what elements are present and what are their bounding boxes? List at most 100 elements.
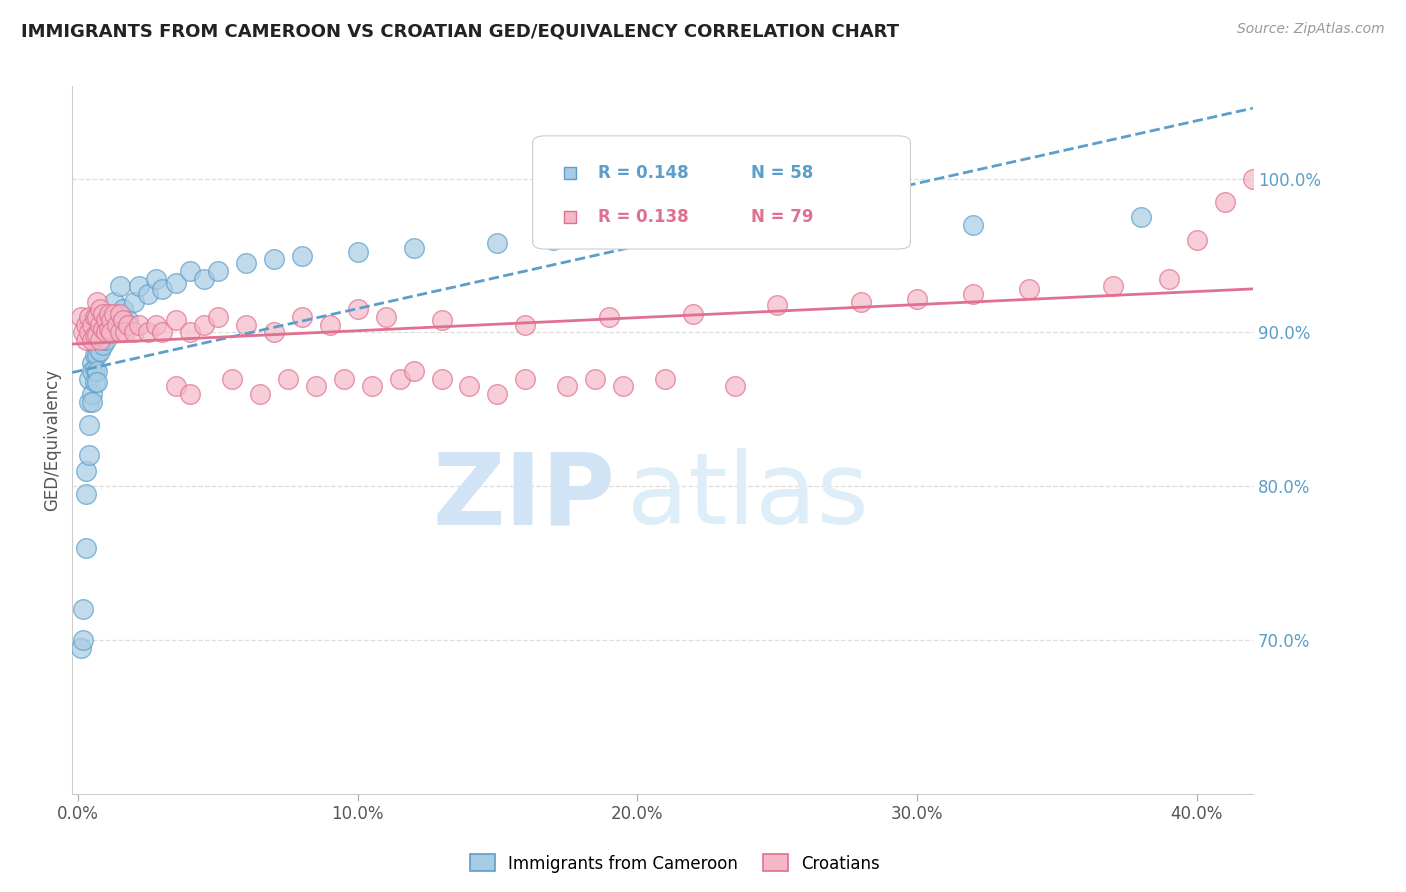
Point: [103, 307, 125, 321]
Point: [291, 248, 314, 262]
Point: [80, 387, 103, 401]
Point: [962, 218, 984, 232]
Point: [80, 333, 103, 347]
Point: [86, 294, 108, 309]
Point: [94, 326, 117, 340]
Point: [94, 313, 117, 327]
Point: [89, 343, 111, 358]
Point: [318, 318, 340, 332]
Point: [207, 264, 229, 278]
Point: [111, 313, 134, 327]
Point: [235, 318, 257, 332]
Point: [179, 387, 201, 401]
Point: [86, 310, 108, 324]
Point: [263, 326, 285, 340]
Point: [94, 318, 117, 332]
Point: [486, 236, 509, 251]
Point: [86, 375, 108, 389]
Point: [150, 326, 173, 340]
Point: [75, 464, 97, 478]
Point: [849, 220, 872, 235]
Text: atlas: atlas: [627, 448, 869, 545]
Point: [249, 387, 271, 401]
Point: [89, 333, 111, 347]
Point: [193, 318, 215, 332]
Point: [117, 313, 139, 327]
Point: [458, 379, 481, 393]
Point: [277, 371, 299, 385]
Point: [557, 379, 579, 393]
Point: [402, 364, 425, 378]
Point: [193, 271, 215, 285]
Point: [430, 371, 453, 385]
Point: [849, 294, 872, 309]
Point: [108, 279, 131, 293]
Point: [77, 449, 100, 463]
Point: [263, 252, 285, 266]
Text: R = 0.138: R = 0.138: [598, 208, 688, 227]
Point: [75, 541, 97, 555]
Point: [1185, 233, 1208, 247]
Point: [136, 326, 159, 340]
Point: [165, 313, 187, 327]
Point: [179, 326, 201, 340]
Point: [97, 313, 120, 327]
Point: [105, 318, 128, 332]
Point: [626, 230, 648, 244]
Point: [83, 328, 105, 343]
Point: [80, 356, 103, 370]
Point: [83, 348, 105, 362]
Point: [1247, 359, 1270, 374]
Point: [86, 364, 108, 378]
Point: [543, 233, 565, 247]
Point: [75, 487, 97, 501]
Point: [583, 371, 606, 385]
Legend: Immigrants from Cameroon, Croatians: Immigrants from Cameroon, Croatians: [463, 847, 887, 880]
Point: [77, 326, 100, 340]
Point: [77, 394, 100, 409]
Point: [128, 279, 150, 293]
Point: [179, 264, 201, 278]
Point: [100, 326, 122, 340]
Point: [80, 394, 103, 409]
Point: [724, 379, 747, 393]
Point: [105, 310, 128, 324]
Point: [145, 271, 167, 285]
Point: [304, 379, 326, 393]
Point: [69, 640, 91, 655]
Point: [682, 307, 704, 321]
Point: [291, 310, 314, 324]
Point: [598, 310, 620, 324]
Point: [486, 387, 509, 401]
Text: N = 58: N = 58: [751, 163, 813, 182]
Point: [207, 310, 229, 324]
Point: [72, 632, 94, 647]
Text: N = 79: N = 79: [751, 208, 814, 227]
Point: [83, 310, 105, 324]
Point: [91, 322, 114, 336]
Point: [360, 379, 382, 393]
Point: [515, 318, 537, 332]
Point: [89, 333, 111, 347]
Point: [1213, 194, 1236, 209]
Point: [114, 326, 136, 340]
FancyBboxPatch shape: [533, 136, 911, 249]
Point: [69, 310, 91, 324]
Point: [91, 333, 114, 347]
Point: [165, 276, 187, 290]
Text: IMMIGRANTS FROM CAMEROON VS CROATIAN GED/EQUIVALENCY CORRELATION CHART: IMMIGRANTS FROM CAMEROON VS CROATIAN GED…: [21, 22, 898, 40]
Point: [122, 326, 145, 340]
Point: [97, 307, 120, 321]
Point: [346, 302, 368, 317]
Point: [97, 326, 120, 340]
Point: [111, 302, 134, 317]
Point: [86, 348, 108, 362]
Point: [430, 313, 453, 327]
Point: [1102, 279, 1125, 293]
Point: [89, 318, 111, 332]
Point: [346, 245, 368, 260]
Point: [77, 417, 100, 432]
Text: ZIP: ZIP: [433, 448, 616, 545]
Point: [89, 302, 111, 317]
Point: [332, 371, 354, 385]
